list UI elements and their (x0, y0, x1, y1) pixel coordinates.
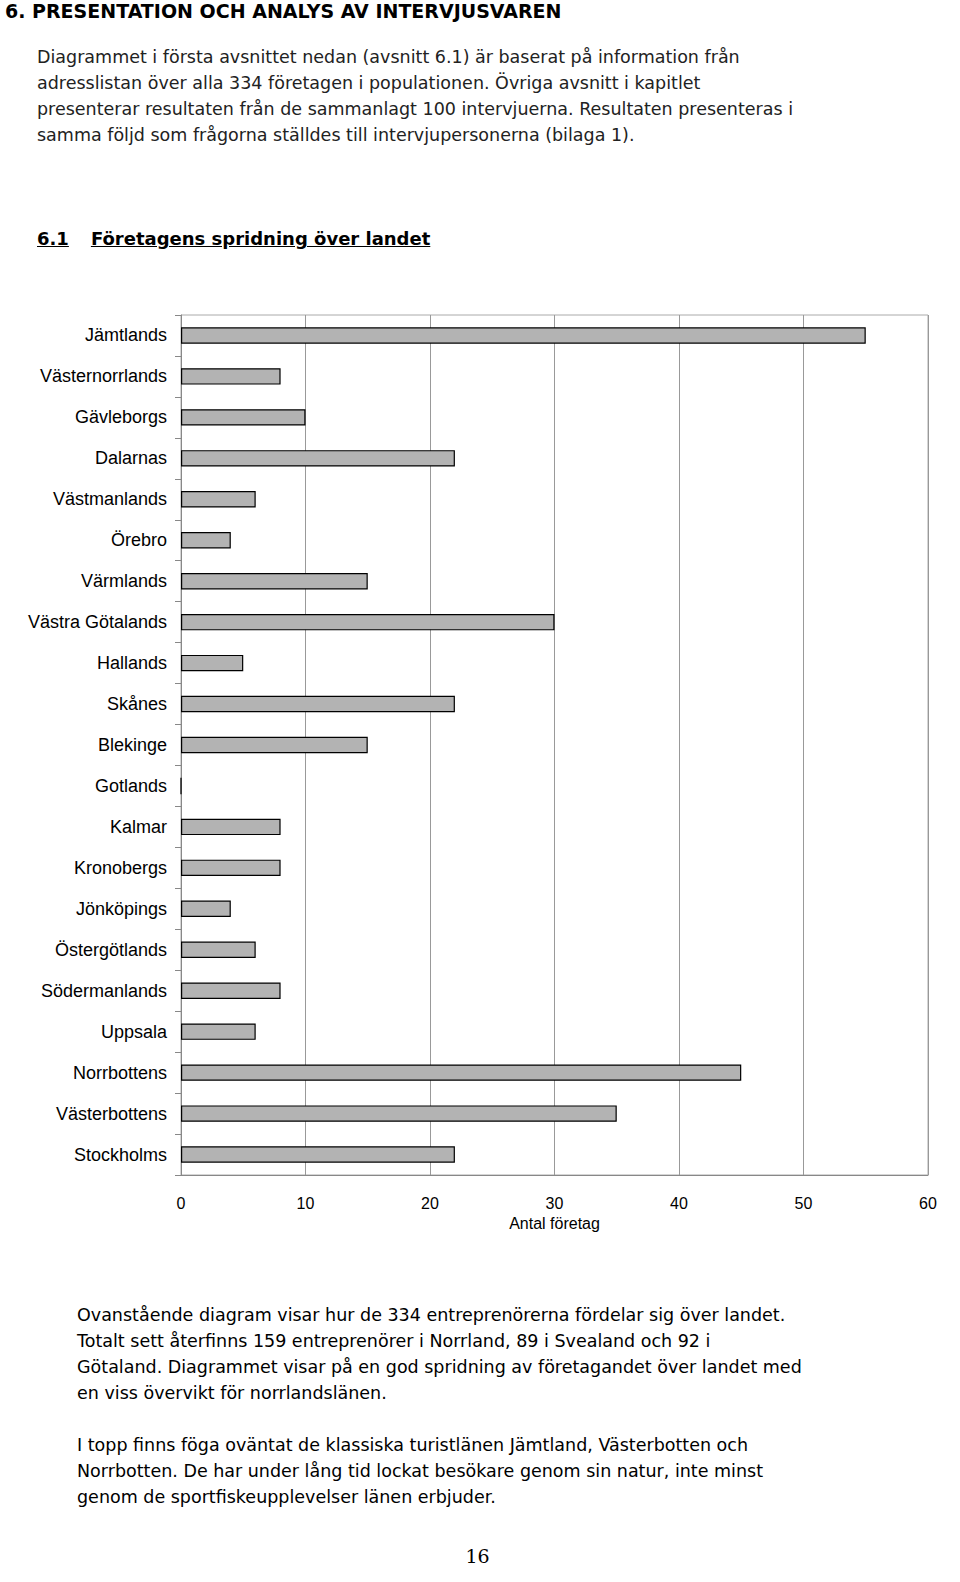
svg-text:Västra Götalands: Västra Götalands (28, 612, 167, 632)
svg-text:Västernorrlands: Västernorrlands (40, 366, 167, 386)
html-text:Götaland. Diagrammet visar på: Götaland. Diagrammet visar på en god spr… (77, 1357, 802, 1377)
svg-text:Västmanlands: Västmanlands (53, 489, 167, 509)
html-text:6.1: 6.1 (37, 228, 69, 249)
html-text:presenterar resultaten från de: presenterar resultaten från de sammanlag… (37, 99, 793, 119)
svg-text:Östergötlands: Östergötlands (55, 940, 167, 960)
svg-text:Örebro: Örebro (111, 530, 167, 550)
html-text:Företagens spridning över land: Företagens spridning över landet (90, 228, 431, 249)
svg-text:Kronobergs: Kronobergs (74, 858, 167, 878)
svg-text:Värmlands: Värmlands (81, 571, 167, 591)
html-text:Totalt sett återfinns 159 entr: Totalt sett återfinns 159 entreprenörer … (77, 1331, 711, 1351)
svg-text:Uppsala: Uppsala (101, 1022, 168, 1042)
svg-text:20: 20 (421, 1195, 439, 1212)
html-text:genom de sportfiskeupplevelser: genom de sportfiskeupplevelser länen erb… (77, 1487, 496, 1507)
svg-text:Jönköpings: Jönköpings (76, 899, 167, 919)
svg-text:Norrbottens: Norrbottens (73, 1063, 167, 1083)
svg-text:Dalarnas: Dalarnas (95, 448, 167, 468)
svg-text:30: 30 (546, 1195, 564, 1212)
html-text:adresslistan över alla 334 för: adresslistan över alla 334 företagen i p… (37, 73, 701, 93)
svg-text:Jämtlands: Jämtlands (85, 325, 167, 345)
svg-text:Gotlands: Gotlands (95, 776, 167, 796)
html-text:samma följd som frågorna ställ: samma följd som frågorna ställdes till i… (37, 125, 635, 145)
svg-text:Hallands: Hallands (97, 653, 167, 673)
html-text:en viss övervikt för norrlands: en viss övervikt för norrlandslänen. (77, 1383, 387, 1403)
svg-text:Antal företag: Antal företag (509, 1215, 600, 1232)
svg-text:Gävleborgs: Gävleborgs (75, 407, 167, 427)
svg-text:50: 50 (795, 1195, 813, 1212)
html-text:Diagrammet i första avsnittet: Diagrammet i första avsnittet nedan (avs… (37, 47, 740, 67)
svg-text:Blekinge: Blekinge (98, 735, 167, 755)
svg-text:10: 10 (297, 1195, 315, 1212)
html-text:16: 16 (465, 1545, 490, 1567)
svg-text:Kalmar: Kalmar (110, 817, 167, 837)
svg-text:60: 60 (919, 1195, 937, 1212)
html-text:Ovanstående diagram visar hur: Ovanstående diagram visar hur de 334 ent… (77, 1305, 786, 1325)
html-text:6. PRESENTATION OCH ANALYS AV: 6. PRESENTATION OCH ANALYS AV INTERVJUSV… (5, 0, 562, 22)
html-text:Norrbotten. De har under lång: Norrbotten. De har under lång tid lockat… (77, 1461, 763, 1481)
svg-text:Södermanlands: Södermanlands (41, 981, 167, 1001)
svg-text:Stockholms: Stockholms (74, 1145, 167, 1165)
html-text:I topp finns föga oväntat de k: I topp finns föga oväntat de klassiska t… (77, 1435, 748, 1455)
svg-text:Skånes: Skånes (107, 694, 167, 714)
svg-text:0: 0 (177, 1195, 186, 1212)
svg-text:40: 40 (670, 1195, 688, 1212)
svg-text:Västerbottens: Västerbottens (56, 1104, 167, 1124)
